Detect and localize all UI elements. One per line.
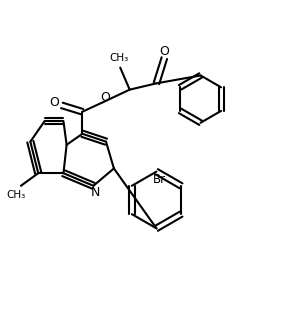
Text: CH₃: CH₃ <box>109 53 128 63</box>
Text: O: O <box>101 91 110 104</box>
Text: O: O <box>159 45 169 58</box>
Text: O: O <box>49 96 59 109</box>
Text: CH₃: CH₃ <box>6 190 26 200</box>
Text: N: N <box>90 186 100 199</box>
Text: Br: Br <box>153 173 166 186</box>
